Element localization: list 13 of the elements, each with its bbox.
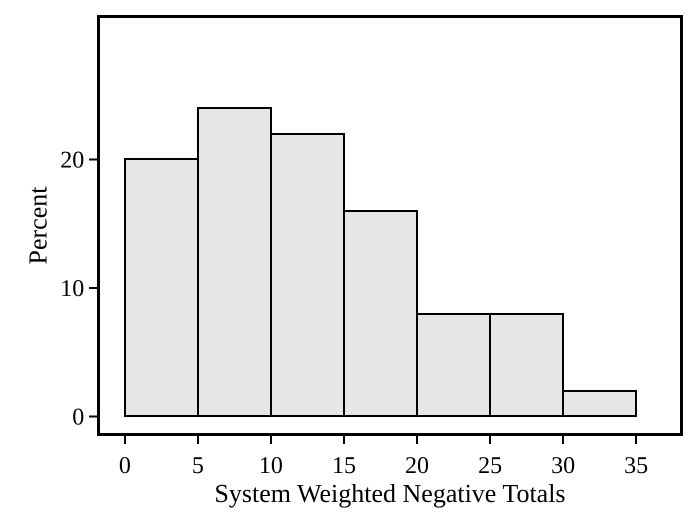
y-tick-label: 10 [60, 276, 84, 302]
x-tick-label: 0 [118, 452, 131, 479]
x-tick-label: 15 [332, 452, 356, 479]
x-tick-label: 10 [258, 452, 283, 479]
x-tick-label: 5 [192, 452, 204, 479]
y-tick-label: 20 [60, 148, 84, 174]
x-tick-label: 25 [478, 452, 502, 479]
x-tick-label: 35 [624, 452, 648, 479]
x-tick-label: 30 [551, 452, 576, 479]
y-tick-label: 0 [72, 404, 84, 431]
x-tick-label: 20 [405, 452, 430, 479]
x-axis-title: System Weighted Negative Totals [214, 478, 566, 508]
y-axis-title: Percent [24, 186, 53, 264]
